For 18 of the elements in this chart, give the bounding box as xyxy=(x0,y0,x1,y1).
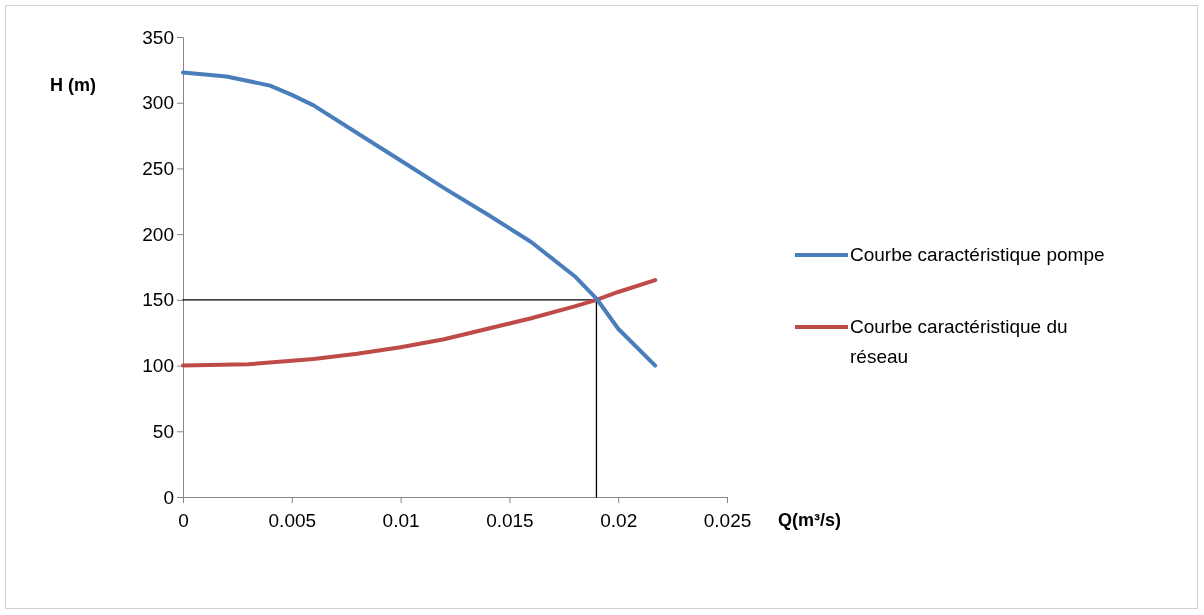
x-tick-label: 0.025 xyxy=(703,509,752,531)
x-tick-label: 0.01 xyxy=(382,509,420,531)
y-tick-label: 50 xyxy=(152,420,174,442)
legend-label: Courbe caractéristique pompe xyxy=(850,244,1105,265)
y-tick-label: 0 xyxy=(163,486,174,508)
x-tick-label: 0.015 xyxy=(486,509,534,531)
y-tick-label: 250 xyxy=(142,158,174,180)
y-axis-title: H (m) xyxy=(50,75,96,95)
y-tick-label: 100 xyxy=(142,355,174,377)
y-tick-label: 150 xyxy=(142,289,174,311)
y-tick-label: 350 xyxy=(142,26,174,48)
x-tick-label: 0.02 xyxy=(600,509,638,531)
legend-label: Courbe caractéristique du réseau xyxy=(850,316,1068,367)
x-tick-label: 0 xyxy=(178,509,189,531)
x-tick-label: 0.005 xyxy=(268,509,317,531)
y-tick-label: 200 xyxy=(142,223,174,245)
x-axis-title: Q(m³/s) xyxy=(778,510,842,530)
y-tick-label: 300 xyxy=(142,92,174,114)
